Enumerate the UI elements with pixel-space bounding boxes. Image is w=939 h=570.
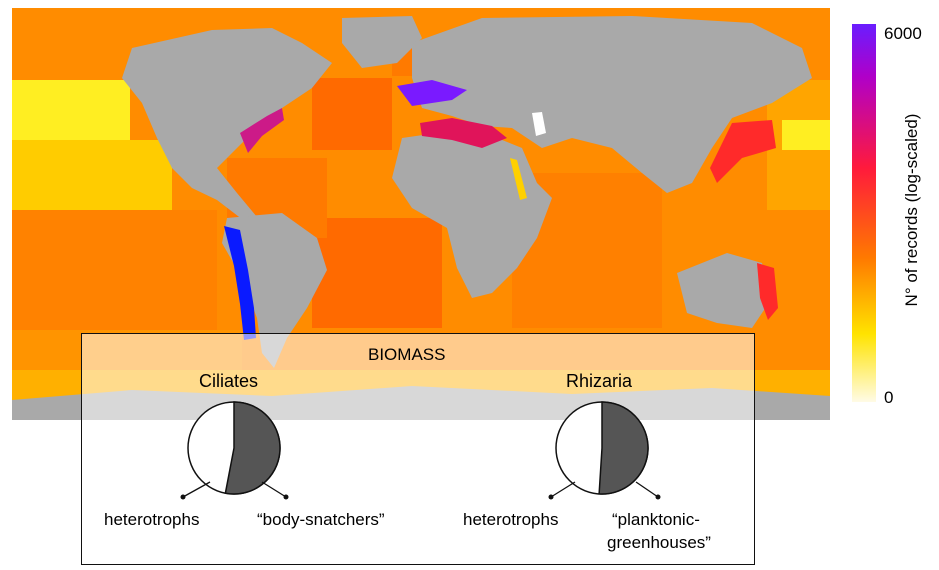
region-japan [710, 120, 776, 183]
group-title-ciliates: Ciliates [199, 371, 259, 391]
region-mediterranean [420, 118, 507, 148]
colorbar [852, 24, 876, 402]
colorbar-max-label: 6000 [884, 24, 922, 43]
rhizaria-heterotrophs-label: heterotrophs [463, 510, 559, 529]
rhizaria-planktonic-label-line1: “planktonic- [612, 510, 700, 529]
region-red-sea [510, 158, 527, 200]
region-east-australia [757, 263, 778, 320]
ocean-region-north-pacific [12, 80, 130, 140]
ocean-region-far-ne [782, 120, 830, 150]
ocean-region-east-pacific [12, 210, 217, 330]
ocean-region-south-atlantic [312, 218, 442, 328]
rhizaria-planktonic-label-line2: greenhouses” [607, 533, 711, 552]
region-caspian [532, 112, 546, 136]
colorbar-title: N° of records (log-scaled) [902, 113, 921, 307]
ocean-region-central-pacific [12, 140, 172, 210]
land-africa [392, 128, 552, 298]
region-chile-coast [224, 226, 256, 340]
land-greenland [342, 16, 422, 68]
inset-title: BIOMASS [368, 345, 446, 364]
region-baltic [397, 80, 467, 106]
ciliates-body-snatchers-label: “body-snatchers” [257, 510, 385, 529]
biomass-inset [81, 333, 755, 565]
land-north-america [122, 28, 332, 223]
ocean-region-north-atlantic [312, 78, 392, 150]
colorbar-min-label: 0 [884, 388, 894, 407]
ciliates-heterotrophs-label: heterotrophs [104, 510, 200, 529]
land-australia [677, 253, 772, 328]
group-title-rhizaria: Rhizaria [566, 371, 633, 391]
land-eurasia [412, 16, 812, 193]
region-us-east-coast [240, 108, 284, 153]
land-south-america [222, 213, 327, 368]
